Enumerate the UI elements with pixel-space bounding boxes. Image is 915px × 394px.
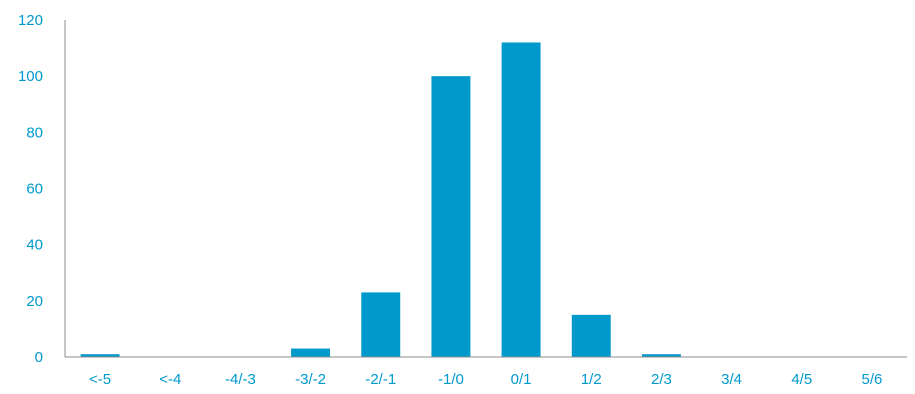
x-tick-label-10: 4/5: [791, 371, 812, 388]
bars: [80, 42, 681, 358]
bar-5: [431, 76, 471, 358]
y-tick-label-0: 0: [35, 349, 43, 366]
x-tick-label-11: 5/6: [861, 371, 882, 388]
x-tick-label-6: 0/1: [511, 371, 532, 388]
y-tick-label-2: 40: [26, 237, 43, 254]
x-tick-label-8: 2/3: [651, 371, 672, 388]
y-tick-label-5: 100: [18, 68, 43, 85]
x-tick-label-5: -1/0: [438, 371, 464, 388]
y-tick-label-4: 80: [26, 124, 43, 141]
y-tick-label-3: 60: [26, 181, 43, 198]
x-tick-label-2: -4/-3: [225, 371, 256, 388]
x-tick-label-0: <-5: [89, 371, 111, 388]
x-tick-label-1: <-4: [159, 371, 181, 388]
x-tick-label-7: 1/2: [581, 371, 602, 388]
bar-4: [361, 292, 401, 357]
x-axis-labels: <-5 <-4 -4/-3 -3/-2 -2/-1 -1/0 0/1 1/2 2/3 3/4 4/5…: [89, 371, 882, 388]
y-tick-label-6: 120: [18, 12, 43, 29]
bar-0: [80, 354, 120, 357]
x-tick-label-9: 3/4: [721, 371, 742, 388]
bar-3: [291, 348, 331, 357]
bar-6: [501, 42, 541, 357]
y-axis-labels: 0 20 40 60 80 100 120: [18, 12, 43, 366]
bar-8: [641, 354, 681, 357]
bar-7: [571, 314, 611, 357]
y-tick-label-1: 20: [26, 293, 43, 310]
x-tick-label-3: -3/-2: [295, 371, 326, 388]
x-tick-label-4: -2/-1: [365, 371, 396, 388]
